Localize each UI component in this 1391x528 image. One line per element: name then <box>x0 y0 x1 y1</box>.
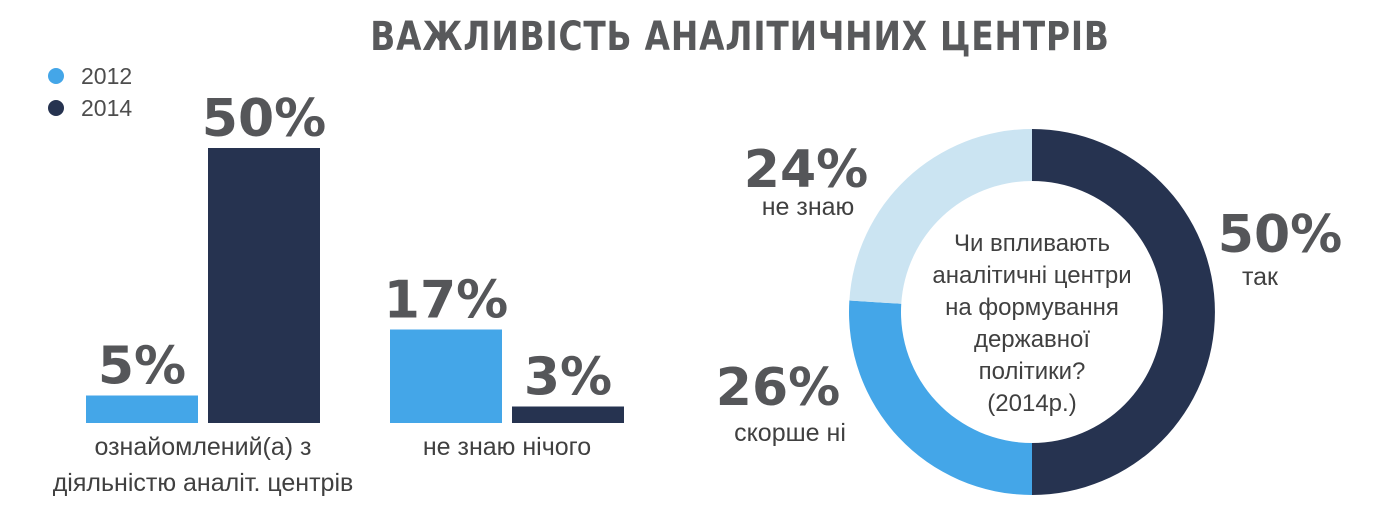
bar-value-label-2012-0: 5% <box>98 337 186 397</box>
bar-2014-1 <box>512 406 624 423</box>
legend-item-2012: 2012 <box>48 60 132 92</box>
category-label-0-1: діяльністю аналіт. центрів <box>53 469 354 497</box>
donut-slice-label-1: скорше ні <box>734 419 846 447</box>
donut-slice-2 <box>849 129 1032 304</box>
bar-value-label-2014-1: 3% <box>524 348 612 408</box>
donut-center-text-4: політики? <box>979 358 1086 385</box>
donut-center-text-5: (2014р.) <box>987 390 1076 417</box>
donut-center-text-2: на формування <box>945 294 1119 321</box>
bar-2012-0 <box>86 395 198 423</box>
category-label-1-0: не знаю нічого <box>423 433 591 461</box>
chart-title: ВАЖЛИВІСТЬ АНАЛІТИЧНИХ ЦЕНТРІВ <box>370 14 1110 60</box>
bar-2014-0 <box>208 148 320 423</box>
legend-label-2012: 2012 <box>81 62 133 89</box>
legend-label-2014: 2014 <box>81 94 133 121</box>
bar-value-label-2012-1: 17% <box>384 271 508 331</box>
bar-2012-1 <box>390 329 502 423</box>
donut-value-label-1: 26% <box>716 358 840 418</box>
donut-slice-label-0: так <box>1242 263 1279 291</box>
donut-value-label-0: 50% <box>1218 205 1342 265</box>
donut-slice-0 <box>1032 129 1215 495</box>
category-label-0-0: ознайомлений(а) з <box>94 433 311 461</box>
legend-item-2014: 2014 <box>48 92 132 124</box>
legend-marker-2014 <box>48 100 64 116</box>
donut-slice-1 <box>849 300 1032 495</box>
donut-center-text-3: державної <box>974 326 1090 353</box>
legend: 2012 2014 <box>48 60 132 124</box>
donut-center-text-1: аналітичні центри <box>932 262 1131 289</box>
donut-center-text-0: Чи впливають <box>954 230 1110 257</box>
legend-marker-2012 <box>48 68 64 84</box>
bar-value-label-2014-0: 50% <box>202 89 326 149</box>
donut-slice-label-2: не знаю <box>762 193 855 221</box>
donut-value-label-2: 24% <box>744 140 868 200</box>
